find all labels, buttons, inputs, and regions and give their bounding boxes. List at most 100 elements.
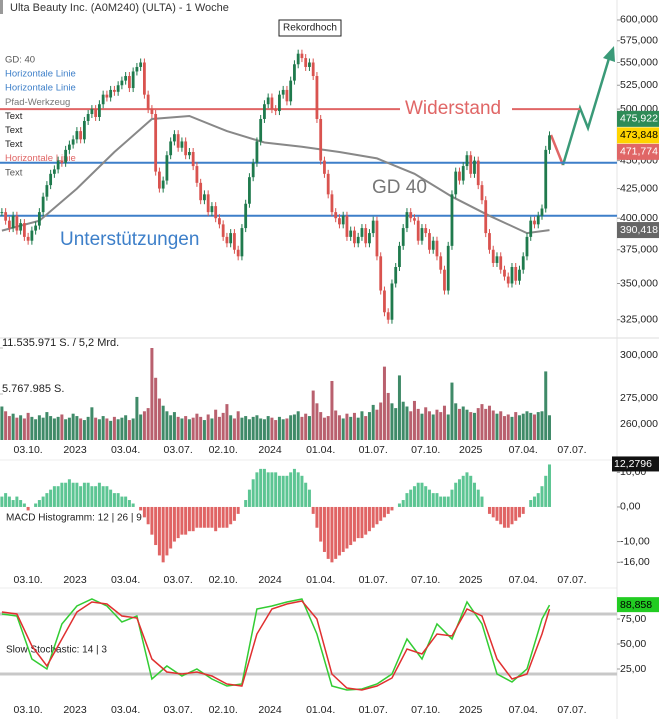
macd-bar (184, 506, 188, 535)
candle (206, 194, 210, 213)
volume-bar (79, 418, 83, 440)
volume-bar (401, 401, 405, 440)
macd-bar (210, 506, 214, 528)
candle (401, 228, 405, 246)
volume-bar (472, 412, 476, 440)
macd-bar (172, 506, 176, 542)
macd-bar (259, 468, 263, 507)
price-marker (617, 222, 659, 239)
candle (180, 141, 184, 148)
macd-bar (281, 475, 285, 507)
price-marker (617, 110, 659, 127)
volume-bar (352, 412, 356, 440)
y-tick-label: 425,000 (620, 182, 658, 194)
volume-bar (341, 418, 345, 440)
volume-bar (349, 416, 353, 440)
x-tick-label: 03.10. (14, 444, 43, 456)
candle (150, 109, 154, 115)
macd-bar (60, 482, 64, 507)
candle (469, 155, 473, 174)
candle (30, 230, 34, 241)
volume-bar (229, 415, 233, 440)
candle (82, 120, 86, 140)
candle (131, 71, 135, 89)
macd-bar (120, 496, 124, 507)
candle (345, 215, 349, 237)
macd-bar (375, 506, 379, 525)
macd-bar (82, 482, 86, 507)
y-tick-label: 525,000 (620, 79, 658, 91)
macd-bar (409, 489, 413, 507)
macd-bar (52, 486, 56, 507)
macd-bar (300, 475, 304, 507)
macd-bar (266, 472, 270, 507)
volume-bar (375, 409, 379, 440)
candle (383, 290, 386, 313)
macd-bar (420, 482, 424, 507)
macd-bar (439, 496, 443, 507)
volume-bar (345, 413, 349, 440)
candle (503, 269, 506, 277)
candle (19, 223, 23, 231)
macd-bar (536, 493, 540, 507)
macd-bar (476, 489, 480, 507)
candle (229, 233, 233, 244)
macd-bar (345, 506, 349, 549)
candle (135, 66, 139, 72)
candle (60, 160, 64, 163)
candle (338, 218, 341, 225)
macd-bar (176, 506, 180, 539)
candle (225, 236, 229, 244)
volume-bar (22, 418, 26, 440)
candle (356, 236, 360, 244)
candle (244, 203, 248, 229)
candle (540, 208, 544, 216)
volume-bar (71, 413, 75, 440)
candle (330, 194, 334, 213)
volume-bar (90, 407, 94, 440)
x-tick-label: 01.04. (306, 574, 335, 586)
macd-bar (94, 486, 98, 507)
volume-bar (442, 405, 446, 440)
volume-tick-label: 5.767.985 S. (2, 383, 64, 395)
legend-item: Horizontale Linie (5, 153, 76, 164)
macd-bar (79, 486, 83, 507)
macd-bar (457, 479, 461, 507)
macd-bar (311, 506, 315, 514)
candle (390, 283, 394, 320)
volume-bar (251, 416, 255, 440)
annotation-ma: GD 40 (372, 177, 427, 198)
volume-bar (424, 407, 428, 440)
x-tick-label: 2024 (258, 574, 282, 586)
macd-bar (26, 506, 30, 511)
candle (56, 160, 60, 170)
volume-bar (356, 417, 360, 440)
candle (4, 212, 8, 221)
volume-bar (161, 405, 165, 440)
candle (112, 89, 116, 92)
x-tick-label: 07.04. (509, 704, 538, 716)
legend-item: Text (5, 125, 23, 136)
candle (240, 228, 244, 257)
volume-bar (236, 411, 240, 440)
macd-bar (544, 475, 548, 507)
candle (473, 160, 476, 174)
volume-bar (244, 416, 248, 440)
candle (67, 144, 71, 150)
candle (203, 194, 206, 201)
macd-bar (337, 506, 341, 556)
x-tick-label: 2025 (459, 574, 483, 586)
price-marker-label: 473,848 (620, 129, 658, 141)
arrow-head (603, 46, 615, 62)
x-tick-label: 01.07. (359, 444, 388, 456)
volume-bar (334, 410, 338, 440)
volume-bar (199, 416, 203, 440)
volume-bar (322, 417, 326, 440)
price-marker (617, 143, 659, 160)
candle (7, 220, 11, 229)
macd-bar (37, 500, 41, 507)
macd-bar (105, 486, 109, 507)
candle (300, 53, 304, 59)
macd-bar (382, 506, 386, 518)
x-tick-label: 2025 (459, 704, 483, 716)
